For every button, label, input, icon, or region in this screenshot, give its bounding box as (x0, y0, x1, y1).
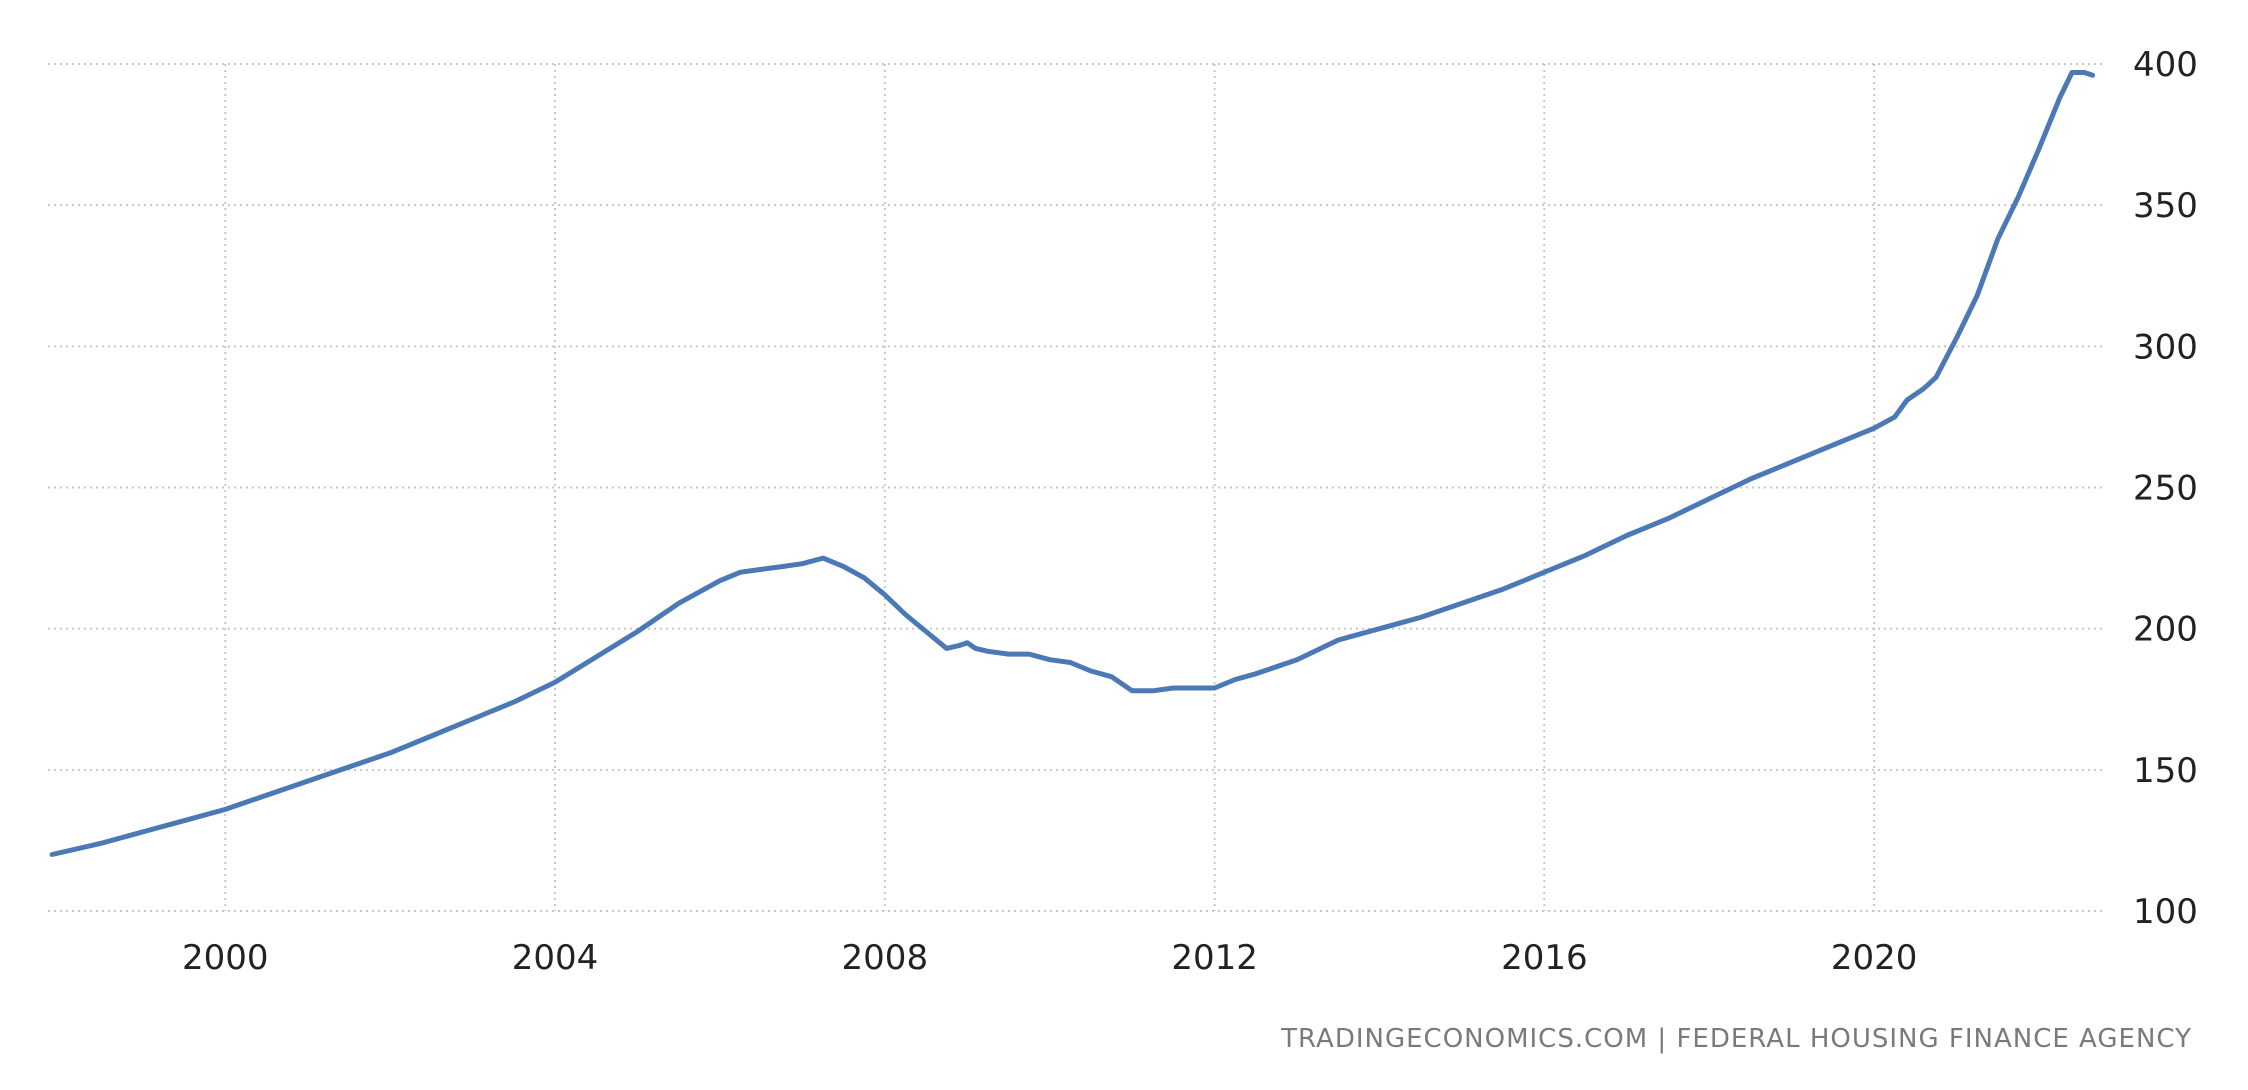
line-chart: 2000 2004 2008 2012 2016 2020 100 150 200 250 300… (48, 45, 2198, 978)
x-tick-label-2000: 2000 (182, 938, 269, 978)
source-attribution: TRADINGECONOMICS.COM | FEDERAL HOUSING F… (1281, 1024, 2192, 1054)
y-tick-label-100: 100 (2133, 892, 2198, 932)
y-tick-label-300: 300 (2133, 327, 2198, 367)
y-tick-label-400: 400 (2133, 45, 2198, 85)
y-axis: 100 150 200 250 300 350 400 (2133, 45, 2198, 932)
x-tick-label-2020: 2020 (1831, 938, 1918, 978)
series-line-0 (49, 70, 2096, 857)
y-tick-label-200: 200 (2133, 610, 2198, 650)
x-tick-label-2004: 2004 (512, 938, 599, 978)
x-tick-label-2012: 2012 (1171, 938, 1258, 978)
grid (48, 63, 2105, 912)
y-tick-label-150: 150 (2133, 751, 2198, 791)
x-tick-label-2016: 2016 (1501, 938, 1588, 978)
x-axis: 2000 2004 2008 2012 2016 2020 (182, 938, 1917, 978)
y-tick-label-350: 350 (2133, 186, 2198, 226)
x-tick-label-2008: 2008 (842, 938, 929, 978)
series-group (49, 70, 2096, 857)
y-tick-label-250: 250 (2133, 469, 2198, 509)
